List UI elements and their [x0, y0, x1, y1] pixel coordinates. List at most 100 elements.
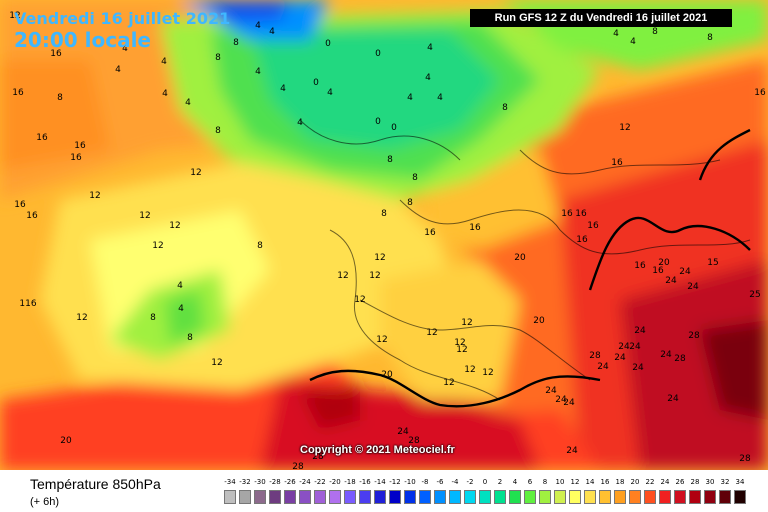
- legend-scale-label: -8: [421, 478, 429, 486]
- temperature-label: 24: [667, 394, 679, 404]
- temperature-label: 4: [177, 281, 183, 291]
- legend-scale-swatch: [479, 490, 491, 504]
- legend-title: Température 850hPa: [30, 476, 161, 492]
- temperature-label: 16: [561, 209, 573, 219]
- legend-scale-swatch: [389, 490, 401, 504]
- legend-scale-label: -12: [389, 478, 401, 486]
- legend-scale-label: -22: [314, 478, 326, 486]
- temperature-label: 16: [652, 266, 664, 276]
- legend-scale-swatch: [314, 490, 326, 504]
- legend-scale-label: 26: [675, 478, 685, 486]
- temperature-label: 8: [407, 198, 413, 208]
- temperature-label: 12: [76, 313, 87, 323]
- date-overlay: Vendredi 16 juillet 2021 20:00 locale: [14, 9, 231, 53]
- temperature-label: 28: [688, 331, 700, 341]
- temperature-label: 24: [614, 353, 626, 363]
- temperature-label: 16: [12, 88, 24, 98]
- legend-scale-swatch: [464, 490, 476, 504]
- temperature-label: 4: [255, 67, 261, 77]
- temperature-label: 116: [19, 299, 36, 309]
- date-label: Vendredi 16 juillet 2021: [14, 9, 231, 28]
- legend-scale-swatch: [704, 490, 716, 504]
- legend-scale-swatch: [404, 490, 416, 504]
- legend-scale-label: 18: [615, 478, 625, 486]
- temperature-label: 24: [679, 267, 691, 277]
- temperature-label: 12: [337, 271, 348, 281]
- legend-scale-label: 14: [585, 478, 595, 486]
- temperature-label: 8: [215, 126, 221, 136]
- temperature-label: 16: [70, 153, 82, 163]
- temperature-label: 24: [634, 326, 646, 336]
- temperature-label: 20: [514, 253, 526, 263]
- temperature-label: 12: [461, 318, 472, 328]
- temperature-label: 16: [575, 209, 587, 219]
- temperature-label: 12: [426, 328, 437, 338]
- temperature-label: 28: [739, 454, 751, 464]
- temperature-label: 12: [374, 253, 385, 263]
- temperature-label: 16: [36, 133, 48, 143]
- temperature-label: 20: [60, 436, 72, 446]
- temperature-label: 24: [563, 398, 575, 408]
- temperature-label: 8: [215, 53, 221, 63]
- temperature-label: 28: [312, 452, 324, 462]
- temperature-label: 24: [545, 386, 557, 396]
- legend-scale-swatch: [674, 490, 686, 504]
- legend-scale-label: 6: [527, 478, 533, 486]
- legend-scale-label: 24: [660, 478, 670, 486]
- legend-scale-label: -26: [284, 478, 296, 486]
- legend-scale-swatch: [734, 490, 746, 504]
- legend-subtitle: (+ 6h): [30, 496, 60, 508]
- legend-scale-swatch: [584, 490, 596, 504]
- temperature-label: 12: [89, 191, 100, 201]
- temperature-label: 4: [613, 29, 619, 39]
- temperature-label: 8: [652, 27, 658, 37]
- temperature-label: 8: [707, 33, 713, 43]
- temperature-label: 4: [437, 93, 443, 103]
- legend-scale-swatch: [494, 490, 506, 504]
- legend-scale-label: 16: [600, 478, 610, 486]
- legend-scale-swatch: [269, 490, 281, 504]
- temperature-label: 24: [629, 342, 641, 352]
- legend-scale-label: 30: [705, 478, 715, 486]
- temperature-label: 4: [122, 44, 128, 54]
- temperature-label: 24: [566, 446, 578, 456]
- temperature-label: 4: [425, 73, 431, 83]
- legend-scale-labels: -34 -32 -30 -28 -26 -24 -22 -20 -18 -16 -14 -12 -10-…: [224, 478, 764, 488]
- legend-scale-swatch: [524, 490, 536, 504]
- legend-scale-swatch: [659, 490, 671, 504]
- temperature-label: 28: [674, 354, 686, 364]
- temperature-label: 24: [397, 427, 409, 437]
- temperature-label: 12: [354, 295, 365, 305]
- legend-scale-swatch: [239, 490, 251, 504]
- temperature-label: 8: [502, 103, 508, 113]
- legend-scale-swatch: [614, 490, 626, 504]
- legend-scale-label: -30: [254, 478, 266, 486]
- temperature-label: 12: [211, 358, 222, 368]
- temperature-label: 4: [162, 89, 168, 99]
- time-label: 20:00 locale: [14, 28, 151, 52]
- legend-scale-swatch: [569, 490, 581, 504]
- temperature-label: 8: [150, 313, 156, 323]
- legend-scale-swatch: [419, 490, 431, 504]
- legend-scale-swatch: [689, 490, 701, 504]
- legend-scale-label: 34: [735, 478, 745, 486]
- temperature-label: 0: [375, 49, 381, 59]
- temperature-label: 16: [611, 158, 623, 168]
- temperature-label: 16: [14, 200, 26, 210]
- legend-scale-swatch: [284, 490, 296, 504]
- legend-scale-swatch: [539, 490, 551, 504]
- temperature-label: 28: [408, 436, 420, 446]
- temperature-label: 20: [533, 316, 545, 326]
- temperature-label: 16: [576, 235, 588, 245]
- temperature-label: 16: [469, 223, 481, 233]
- legend-scale-label: -10: [404, 478, 416, 486]
- temperature-label: 4: [427, 43, 433, 53]
- legend-scale-label: 28: [690, 478, 700, 486]
- legend-scale-swatch: [299, 490, 311, 504]
- temperature-label: 12: [454, 338, 465, 348]
- temperature-label: 4: [185, 98, 191, 108]
- legend-scale-label: 22: [645, 478, 655, 486]
- legend: Température 850hPa (+ 6h) -34 -32 -30 -28 -2…: [0, 470, 768, 512]
- temperature-map: 12 4 4 8 0 0 4 4 4 8 8 16 4 4 4 8 4 0 4 4 4 4 8 16 8 4 4 4 4 0 0 12 16 16…: [0, 0, 768, 470]
